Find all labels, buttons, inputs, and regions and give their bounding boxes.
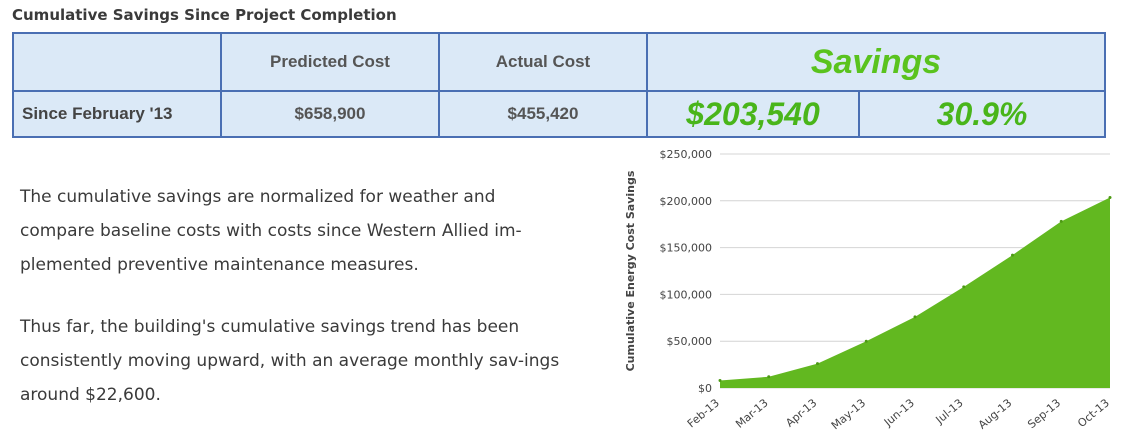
data-point [767,375,771,379]
x-tick-label: Mar-13 [733,396,770,430]
header-predicted-cost: Predicted Cost [220,32,440,92]
savings-summary-table: Predicted Cost Actual Cost Savings Since… [12,32,1107,138]
data-point [718,379,722,383]
actual-cost-value: $455,420 [438,90,648,138]
x-tick-label: Feb-13 [685,396,722,430]
data-point [864,339,868,343]
x-tick-label: May-13 [829,396,868,432]
y-axis-label: Cumulative Energy Cost Savings [624,170,637,371]
y-tick-label: $50,000 [667,335,713,348]
header-empty-cell [12,32,222,92]
page-title: Cumulative Savings Since Project Complet… [12,6,397,24]
y-tick-label: $100,000 [660,288,713,301]
data-point [1108,195,1112,199]
data-point [913,315,917,319]
data-point [1011,253,1014,257]
row-label-since-february: Since February '13 [12,90,222,138]
data-point [962,285,966,289]
x-tick-label: Jul-13 [933,396,966,427]
x-tick-label: Oct-13 [1075,396,1112,430]
x-tick-label: Jun-13 [881,396,917,429]
header-savings: Savings [645,32,1107,92]
data-point [816,362,819,366]
paragraph-trend: Thus far, the building's cumulative savi… [20,317,560,405]
data-point [1059,219,1063,223]
y-tick-label: $150,000 [660,242,713,255]
cumulative-savings-area-chart: $0 $50,000 $100,000 $150,000 $200,000 $250,00… [624,148,1112,432]
x-tick-label: Apr-13 [783,396,819,429]
x-tick-label: Sep-13 [1025,396,1063,431]
y-tick-label: $0 [698,382,712,395]
y-tick-label: $250,000 [660,148,713,161]
paragraph-normalization: The cumulative savings are normalized fo… [20,187,522,275]
predicted-cost-value: $658,900 [220,90,440,138]
savings-percent-value: 30.9% [857,90,1107,138]
y-tick-label: $200,000 [660,195,713,208]
savings-amount-value: $203,540 [646,90,860,138]
header-actual-cost: Actual Cost [438,32,648,92]
x-tick-label: Aug-13 [976,396,1015,431]
savings-area-series [720,197,1110,388]
